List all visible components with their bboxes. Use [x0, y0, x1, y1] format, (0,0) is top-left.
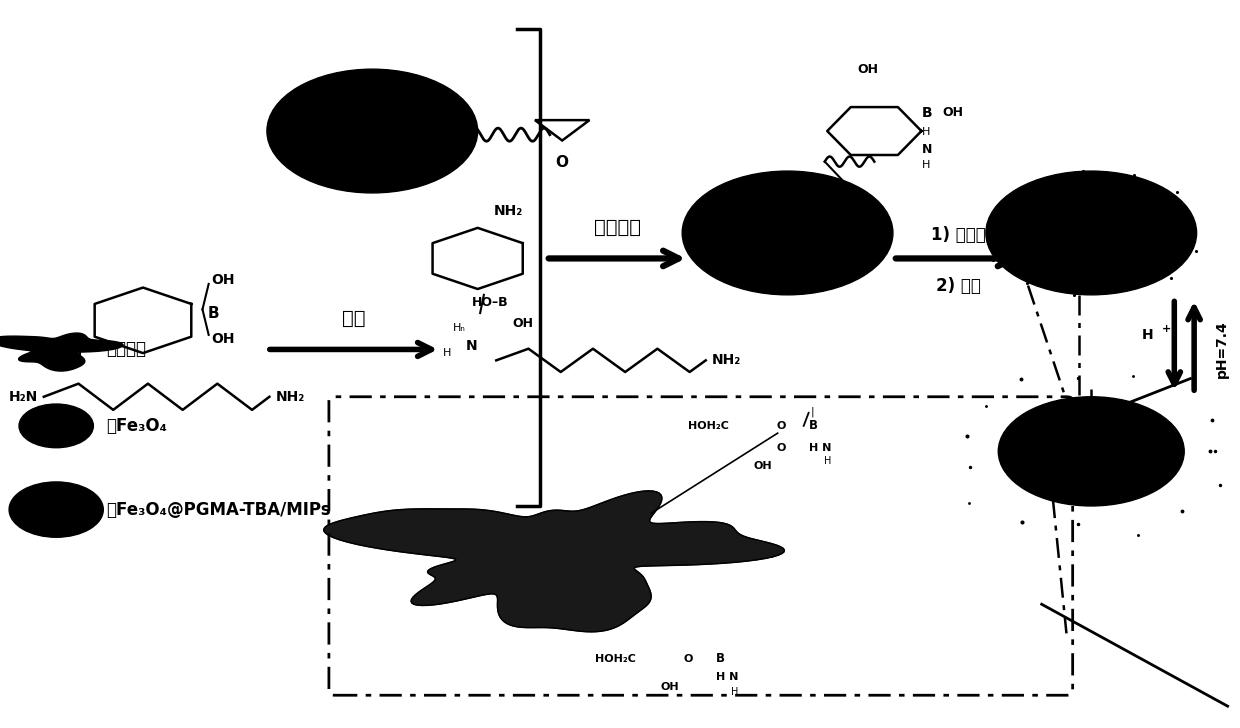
Text: HOH₂C: HOH₂C — [688, 421, 729, 431]
Text: OH: OH — [942, 106, 963, 119]
Text: |: | — [811, 406, 815, 416]
Text: 2) 苯胺: 2) 苯胺 — [935, 277, 981, 295]
Text: pH=7.4: pH=7.4 — [1215, 320, 1229, 379]
Text: O: O — [776, 443, 786, 453]
Text: NH₂: NH₂ — [712, 353, 742, 368]
Polygon shape — [324, 491, 785, 632]
Text: B: B — [207, 306, 219, 320]
Circle shape — [682, 171, 893, 295]
Text: N: N — [466, 339, 477, 353]
Text: NH₂: NH₂ — [494, 205, 523, 218]
Text: ：Fe₃O₄: ：Fe₃O₄ — [105, 417, 167, 435]
Text: OH: OH — [211, 273, 234, 288]
Text: H: H — [730, 687, 738, 697]
Text: H N: H N — [715, 672, 738, 682]
Text: ：Fe₃O₄@PGMA-TBA/MIPs: ：Fe₃O₄@PGMA-TBA/MIPs — [105, 501, 330, 518]
Circle shape — [9, 482, 103, 537]
Text: 1) 糖蛋白: 1) 糖蛋白 — [931, 226, 986, 244]
Text: 开环聚合: 开环聚合 — [594, 218, 641, 237]
Text: O: O — [683, 654, 693, 664]
Text: H: H — [921, 160, 930, 170]
Text: OH: OH — [754, 461, 773, 471]
Text: H: H — [921, 127, 930, 138]
Text: H N: H N — [808, 443, 831, 453]
Text: OH: OH — [858, 63, 879, 76]
Text: ：糖蛋白: ：糖蛋白 — [105, 341, 146, 358]
Circle shape — [267, 69, 477, 193]
Circle shape — [998, 397, 1184, 506]
Text: H: H — [1142, 328, 1153, 342]
Text: OH: OH — [661, 681, 680, 692]
Text: B: B — [808, 419, 817, 432]
Text: 乙醇: 乙醇 — [342, 309, 366, 328]
Text: H₂N: H₂N — [9, 389, 37, 404]
Text: B: B — [715, 652, 724, 665]
Text: H: H — [823, 456, 831, 466]
Text: HO–B: HO–B — [471, 296, 508, 309]
Circle shape — [986, 171, 1197, 295]
Text: OH: OH — [211, 331, 234, 346]
Text: Hₙ: Hₙ — [453, 323, 465, 333]
Polygon shape — [0, 333, 123, 371]
Text: HOH₂C: HOH₂C — [595, 654, 636, 664]
Text: O: O — [556, 155, 569, 170]
Circle shape — [19, 404, 93, 448]
Text: O: O — [776, 421, 786, 431]
Text: H: H — [443, 348, 451, 358]
Text: N: N — [921, 143, 931, 156]
Text: OH: OH — [512, 317, 533, 331]
Text: NH₂: NH₂ — [275, 389, 305, 404]
Text: B: B — [921, 106, 932, 120]
Text: +: + — [1162, 324, 1171, 334]
Text: H₂N: H₂N — [55, 346, 83, 360]
